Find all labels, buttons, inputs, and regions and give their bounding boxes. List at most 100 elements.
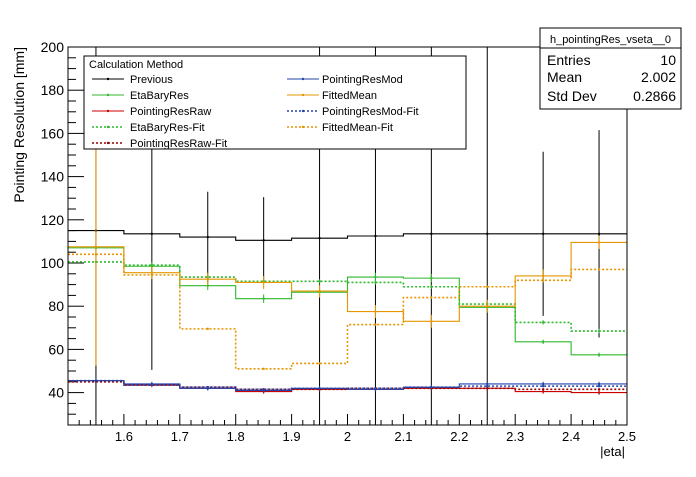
- data-point: [94, 379, 98, 382]
- data-point: [486, 232, 489, 236]
- data-point: [262, 388, 265, 391]
- data-point: [318, 280, 321, 283]
- series-pointingresmod-fit: [68, 379, 627, 391]
- data-point: [150, 263, 154, 267]
- data-point: [541, 384, 545, 388]
- legend-box: [83, 55, 467, 150]
- data-point: [94, 245, 98, 248]
- series-fittedmean-fit: [68, 253, 627, 371]
- data-point: [374, 281, 377, 284]
- stats-box-frame: [539, 27, 682, 110]
- data-point: [374, 275, 377, 279]
- data-point: [486, 382, 489, 386]
- stats-box-name: h_pointingRes_vseta__0: [550, 34, 671, 46]
- data-point: [318, 289, 321, 293]
- data-point: [430, 285, 433, 288]
- data-point: [541, 382, 545, 386]
- y-tick-label: 120: [41, 212, 65, 228]
- series-line: [68, 230, 627, 241]
- y-tick-label: 180: [41, 82, 65, 98]
- data-point: [150, 232, 154, 236]
- x-tick-label: 1.6: [115, 429, 133, 444]
- legend-label: Previous: [130, 74, 173, 86]
- x-axis-title: |eta|: [600, 444, 625, 459]
- data-point: [430, 232, 433, 236]
- x-tick-label: 2.2: [450, 429, 468, 444]
- series-line: [68, 261, 627, 332]
- data-point: [486, 285, 489, 288]
- x-tick-label: 2.4: [562, 429, 580, 444]
- data-point: [318, 362, 321, 365]
- data-point: [374, 323, 377, 326]
- data-point: [206, 235, 209, 239]
- x-tick-label: 2.3: [506, 429, 524, 444]
- data-point: [486, 305, 489, 308]
- y-tick-label: 200: [41, 39, 65, 55]
- stats-label: Entries: [547, 52, 591, 68]
- x-tick-label: 2.5: [618, 429, 636, 444]
- y-tick-label: 80: [48, 298, 64, 314]
- stats-value: 10: [660, 52, 676, 68]
- legend: Calculation Method Previous EtaBaryRes Poin…: [83, 55, 467, 150]
- data-point: [541, 340, 545, 344]
- data-point: [262, 281, 265, 284]
- data-point: [150, 273, 154, 277]
- legend-label: PointingResRaw-Fit: [130, 138, 227, 150]
- x-tick-label: 1.8: [227, 429, 245, 444]
- y-tick-label: 60: [48, 341, 64, 357]
- data-point: [262, 297, 265, 300]
- data-point: [430, 276, 433, 280]
- data-point: [541, 274, 545, 278]
- stats-label: Mean: [547, 69, 582, 85]
- legend-marker: [301, 125, 305, 129]
- legend-marker: [301, 109, 305, 113]
- data-point: [486, 384, 489, 388]
- data-point: [262, 239, 265, 242]
- series-line: [68, 253, 627, 370]
- series-layer: [68, 47, 627, 425]
- legend-marker: [106, 125, 110, 129]
- plot-frame: [67, 46, 628, 426]
- legend-marker: [301, 93, 305, 97]
- plot-border: [67, 46, 628, 426]
- data-point: [597, 388, 601, 391]
- stats-label: Std Dev: [547, 88, 597, 104]
- data-point: [318, 387, 321, 390]
- legend-marker: [106, 93, 110, 97]
- x-tick-label: 1.9: [283, 429, 301, 444]
- stats-value: 0.2866: [633, 88, 676, 104]
- data-point: [430, 386, 433, 389]
- data-point: [430, 296, 433, 299]
- legend-marker: [106, 77, 110, 81]
- data-point: [430, 320, 433, 323]
- data-point: [94, 253, 98, 256]
- data-point: [262, 367, 265, 371]
- y-tick-label: 140: [41, 169, 65, 185]
- legend-label: EtaBaryRes-Fit: [130, 122, 205, 134]
- stats-box: h_pointingRes_vseta__0 Entries 10 Mean 2.002…: [539, 27, 682, 110]
- data-point: [597, 232, 601, 236]
- legend-label: PointingResRaw: [130, 106, 211, 118]
- y-tick-label: 160: [41, 125, 65, 141]
- legend-marker: [106, 109, 110, 113]
- legend-marker: [301, 77, 305, 81]
- y-axis-title: Pointing Resolution [mm]: [11, 47, 27, 203]
- series-etabaryres-fit: [68, 259, 627, 334]
- data-point: [374, 234, 377, 238]
- data-point: [597, 382, 601, 386]
- data-point: [541, 321, 545, 324]
- legend-marker: [106, 141, 110, 145]
- data-point: [541, 232, 545, 236]
- data-point: [597, 241, 601, 244]
- data-point: [374, 310, 377, 313]
- x-tick-label: 2: [344, 429, 351, 444]
- x-tick-label: 2.1: [394, 429, 412, 444]
- legend-label: FittedMean-Fit: [322, 122, 393, 134]
- legend-label: PointingResMod: [322, 74, 403, 86]
- data-point: [597, 384, 601, 388]
- legend-title: Calculation Method: [89, 59, 183, 71]
- data-point: [206, 278, 209, 281]
- data-point: [318, 236, 321, 240]
